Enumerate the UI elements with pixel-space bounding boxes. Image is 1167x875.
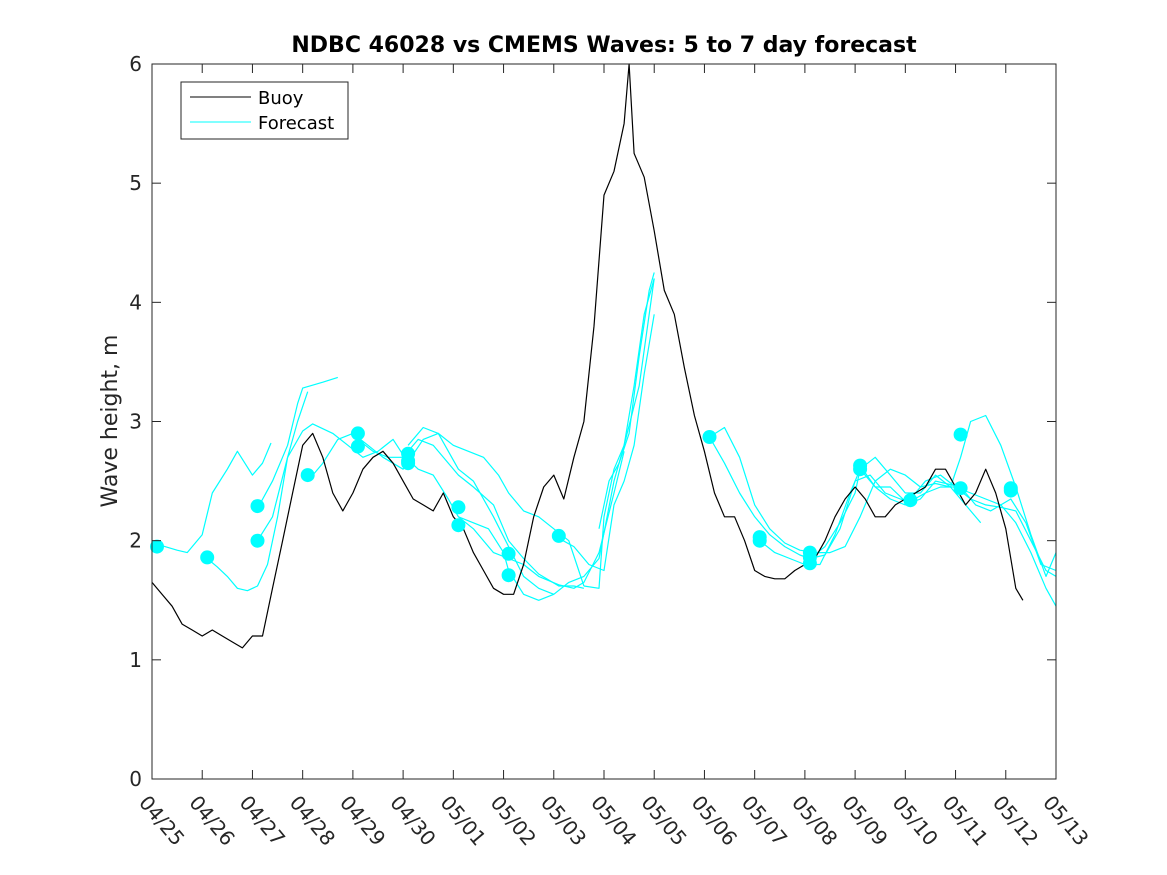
forecast-marker: [250, 499, 265, 514]
forecast-marker: [551, 528, 566, 543]
y-axis-label: Wave height, m: [98, 335, 123, 508]
forecast-marker: [1003, 483, 1018, 498]
series-forecast-line: [256, 423, 625, 589]
chart-title: NDBC 46028 vs CMEMS Waves: 5 to 7 day fo…: [291, 33, 917, 58]
marker-layer: [150, 426, 1018, 583]
y-tick-label: 6: [129, 52, 142, 76]
series-forecast-line: [583, 278, 655, 589]
legend: Buoy Forecast: [180, 81, 349, 140]
forecast-marker: [451, 500, 466, 515]
forecast-marker: [200, 550, 215, 565]
series-forecast-line: [598, 272, 655, 529]
forecast-marker: [802, 556, 817, 571]
forecast-marker: [702, 430, 717, 444]
forecast-marker: [300, 468, 315, 483]
forecast-marker: [401, 456, 416, 471]
series-forecast-line: [709, 414, 1057, 578]
legend-label-forecast: Forecast: [258, 113, 334, 134]
series-forecast-line: [156, 442, 272, 554]
forecast-marker: [953, 427, 968, 442]
legend-box: [180, 81, 349, 140]
y-tick-label: 1: [129, 648, 142, 672]
series-forecast-line: [809, 468, 1057, 577]
forecast-marker: [501, 568, 516, 583]
forecast-marker: [853, 462, 868, 477]
series-forecast-line: [407, 426, 585, 587]
y-tick-label: 4: [129, 290, 142, 314]
plot-area: [152, 64, 1056, 779]
series-forecast-line: [307, 432, 555, 595]
series-forecast-line: [558, 314, 655, 572]
y-tick-label: 0: [129, 767, 142, 791]
forecast-marker: [953, 481, 968, 496]
forecast-marker: [752, 533, 767, 548]
y-tick-label: 5: [129, 171, 142, 195]
series-forecast-line: [206, 391, 309, 592]
y-tick-label: 3: [129, 410, 142, 434]
y-tick-label: 2: [129, 529, 142, 553]
forecast-marker: [451, 518, 466, 533]
forecast-marker: [350, 426, 365, 441]
series-forecast-line: [357, 438, 585, 589]
forecast-marker: [501, 546, 516, 561]
series-layer: [151, 63, 1057, 649]
y-axis: 0 1 2 3 4 5 6: [129, 52, 1056, 791]
forecast-marker: [150, 539, 164, 554]
series-forecast-line: [759, 456, 982, 566]
forecast-marker: [903, 493, 918, 508]
forecast-marker: [250, 533, 265, 548]
series-buoy-line: [151, 63, 1024, 649]
series-forecast-line: [256, 376, 338, 509]
forecast-marker: [350, 439, 365, 454]
legend-label-buoy: Buoy: [258, 88, 304, 109]
